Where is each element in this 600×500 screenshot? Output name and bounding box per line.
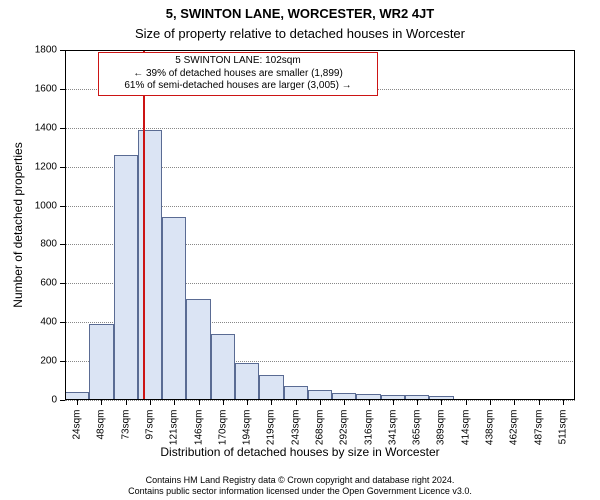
x-tick-mark (417, 400, 418, 405)
y-tick-label: 1400 (35, 122, 57, 133)
plot-area: 5 SWINTON LANE: 102sqm ← 39% of detached… (65, 50, 575, 400)
page-container: 5, SWINTON LANE, WORCESTER, WR2 4JT Size… (0, 0, 600, 500)
x-tick-mark (199, 400, 200, 405)
x-tick-label: 97sqm (145, 410, 156, 440)
y-ticks: 020040060080010001200140016001800 (0, 50, 60, 400)
x-tick-label: 170sqm (217, 410, 228, 446)
y-tick-label: 0 (51, 395, 57, 406)
title-line2: Size of property relative to detached ho… (0, 26, 600, 41)
x-tick-mark (490, 400, 491, 405)
x-tick-label: 462sqm (509, 410, 520, 446)
x-tick-label: 73sqm (120, 410, 131, 440)
x-tick-mark (344, 400, 345, 405)
x-ticks: 24sqm 48sqm 73sqm 97sqm 121sqm 146sqm 170sqm 19… (65, 400, 575, 445)
x-tick-mark (441, 400, 442, 405)
x-axis-label: Distribution of detached houses by size … (0, 445, 600, 459)
x-tick-mark (369, 400, 370, 405)
x-tick-mark (393, 400, 394, 405)
title-line1: 5, SWINTON LANE, WORCESTER, WR2 4JT (0, 6, 600, 21)
x-tick-label: 414sqm (460, 410, 471, 446)
x-tick-mark (247, 400, 248, 405)
footer-line-1: Contains HM Land Registry data © Crown c… (0, 475, 600, 485)
x-tick-label: 194sqm (242, 410, 253, 446)
x-tick-mark (150, 400, 151, 405)
footer: Contains HM Land Registry data © Crown c… (0, 475, 600, 496)
x-tick-label: 341sqm (387, 410, 398, 446)
y-tick-label: 1000 (35, 200, 57, 211)
x-tick-label: 292sqm (339, 410, 350, 446)
x-tick-label: 511sqm (557, 410, 568, 445)
x-tick-mark (514, 400, 515, 405)
annotation-box: 5 SWINTON LANE: 102sqm ← 39% of detached… (98, 52, 378, 96)
x-tick-label: 48sqm (96, 410, 107, 440)
annotation-line-2: ← 39% of detached houses are smaller (1,… (105, 68, 371, 81)
y-tick-label: 600 (40, 278, 57, 289)
x-tick-label: 316sqm (363, 410, 374, 446)
x-tick-mark (563, 400, 564, 405)
x-tick-mark (126, 400, 127, 405)
y-tick-label: 200 (40, 356, 57, 367)
footer-line-2: Contains public sector information licen… (0, 486, 600, 496)
plot-border (65, 50, 575, 400)
y-tick-label: 1800 (35, 45, 57, 56)
annotation-line-1: 5 SWINTON LANE: 102sqm (105, 55, 371, 68)
x-tick-label: 268sqm (315, 410, 326, 446)
annotation-line-3: 61% of semi-detached houses are larger (… (105, 80, 371, 93)
x-tick-mark (296, 400, 297, 405)
x-tick-label: 365sqm (412, 410, 423, 446)
x-tick-mark (101, 400, 102, 405)
x-tick-label: 243sqm (290, 410, 301, 446)
x-tick-label: 438sqm (485, 410, 496, 446)
x-tick-mark (223, 400, 224, 405)
x-tick-label: 146sqm (193, 410, 204, 446)
x-tick-label: 121sqm (169, 410, 180, 446)
x-tick-mark (77, 400, 78, 405)
x-tick-mark (539, 400, 540, 405)
x-tick-mark (320, 400, 321, 405)
x-tick-label: 389sqm (436, 410, 447, 446)
x-tick-label: 219sqm (266, 410, 277, 446)
x-tick-label: 24sqm (72, 410, 83, 440)
y-tick-label: 1600 (35, 83, 57, 94)
x-tick-mark (466, 400, 467, 405)
y-tick-label: 1200 (35, 161, 57, 172)
x-tick-mark (271, 400, 272, 405)
x-tick-label: 487sqm (533, 410, 544, 446)
y-tick-label: 800 (40, 239, 57, 250)
x-tick-mark (174, 400, 175, 405)
y-tick-label: 400 (40, 317, 57, 328)
